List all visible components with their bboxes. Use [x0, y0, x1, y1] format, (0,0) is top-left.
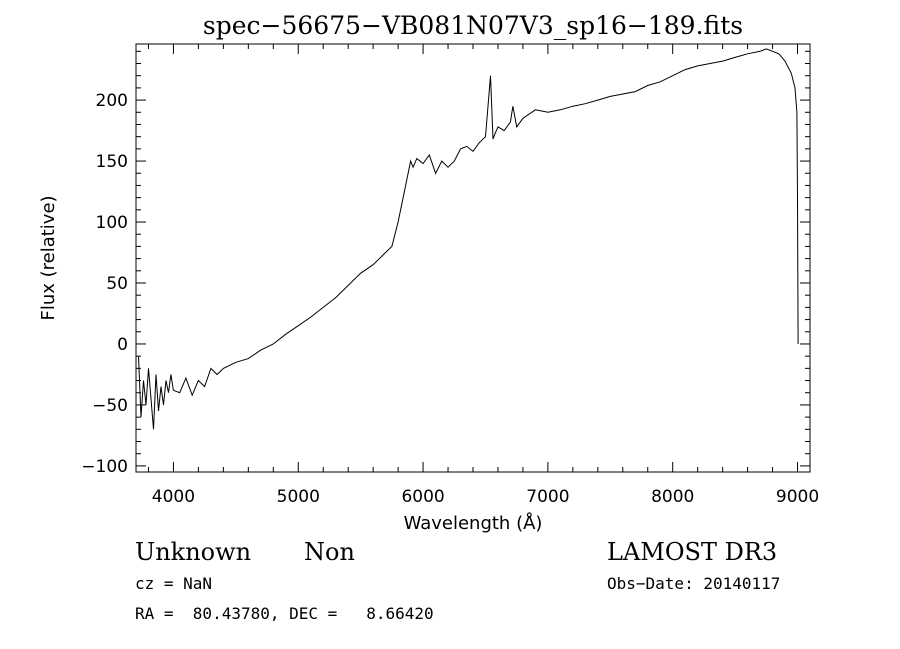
x-tick-label: 5000 — [277, 487, 320, 507]
y-tick-label: 0 — [117, 335, 128, 355]
y-tick-labels: −100 −50 0 50 100 150 200 — [81, 91, 128, 477]
x-tick-label: 6000 — [401, 487, 444, 507]
y-tick-label: −50 — [92, 396, 128, 416]
x-tick-label: 9000 — [776, 487, 819, 507]
object-class: Unknown — [135, 538, 252, 566]
x-tick-label: 8000 — [651, 487, 694, 507]
axis-ticks — [136, 44, 810, 472]
x-tick-label: 7000 — [526, 487, 569, 507]
obs-date: Obs−Date: 20140117 — [607, 574, 781, 593]
y-tick-label: −100 — [81, 457, 128, 477]
survey-name: LAMOST DR3 — [607, 538, 778, 566]
y-tick-label: 150 — [96, 152, 128, 172]
redshift-readout: cz = NaN — [135, 574, 213, 593]
object-subclass: Non — [304, 538, 355, 566]
y-tick-label: 200 — [96, 91, 128, 111]
chart-title: spec−56675−VB081N07V3_sp16−189.fits — [203, 11, 743, 40]
x-tick-label: 4000 — [152, 487, 195, 507]
y-tick-label: 100 — [96, 213, 128, 233]
y-axis-label: Flux (relative) — [38, 195, 59, 320]
plot-frame — [135, 43, 811, 473]
x-tick-labels: 4000 5000 6000 7000 8000 9000 — [152, 487, 819, 507]
y-tick-label: 50 — [106, 274, 128, 294]
coordinates-readout: RA = 80.43780, DEC = 8.66420 — [135, 604, 434, 623]
x-axis-label: Wavelength (Å) — [404, 512, 543, 534]
flux-series-line — [138, 48, 799, 430]
